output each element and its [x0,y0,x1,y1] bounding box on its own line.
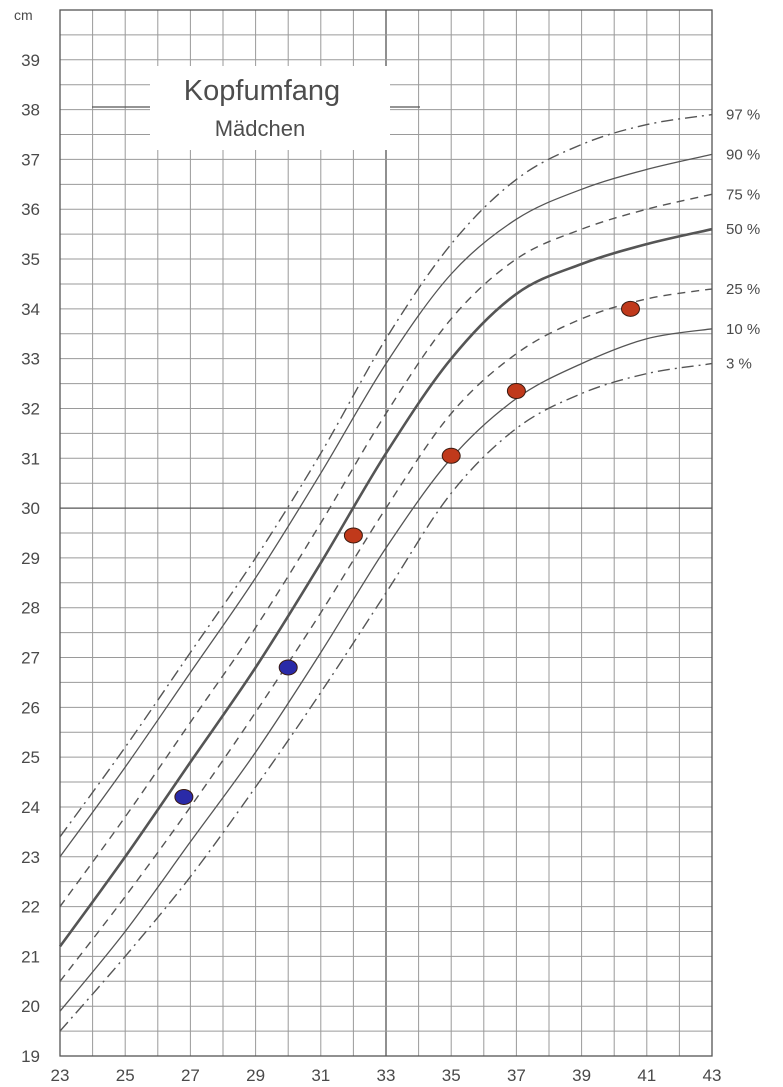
x-tick-label: 33 [377,1066,396,1085]
y-tick-label: 32 [21,399,40,418]
percentile-curve [59,193,713,908]
x-tick-label: 39 [572,1066,591,1085]
y-tick-label: 30 [21,499,40,518]
y-axis-unit: cm [14,7,33,23]
percentile-curve [59,153,713,858]
x-tick-label: 29 [246,1066,265,1085]
percentile-curves [58,113,713,1032]
x-tick-label: 35 [442,1066,461,1085]
y-tick-label: 27 [21,649,40,668]
percentile-curve [58,227,713,948]
y-tick-label: 21 [21,947,40,966]
x-tick-label: 31 [311,1066,330,1085]
measurement-points [174,300,640,805]
percentile-label: 50 % [726,221,760,238]
percentile-label: 10 % [726,321,760,338]
y-tick-label: 29 [21,549,40,568]
y-tick-label: 37 [21,150,40,169]
y-tick-label: 23 [21,848,40,867]
y-tick-label: 26 [21,698,40,717]
percentile-label: 25 % [726,281,760,298]
measurement-point [506,383,526,400]
percentile-curve [59,288,713,982]
percentile-label: 97 % [726,107,760,124]
chart-title: Kopfumfang [184,75,340,107]
percentile-labels: 97 % 90 % 75 % 50 % 25 % 10 % 3 % [726,107,760,373]
y-tick-label: 20 [21,997,40,1016]
x-tick-label: 27 [181,1066,200,1085]
percentile-label: 90 % [726,146,760,163]
y-tick-label: 35 [21,250,40,269]
measurement-point [174,788,194,805]
percentile-curve [59,328,713,1012]
measurement-point [343,527,363,544]
x-tick-label: 41 [637,1066,656,1085]
percentile-label: 75 % [726,186,760,203]
measurement-point [278,659,298,676]
x-tick-label: 37 [507,1066,526,1085]
percentile-label: 3 % [726,356,752,373]
y-tick-label: 28 [21,599,40,618]
y-tick-label: 25 [21,748,40,767]
y-tick-label: 39 [21,51,40,70]
x-tick-label: 23 [51,1066,70,1085]
y-tick-label: 19 [21,1047,40,1066]
axis-ticks: 23 25 27 29 31 33 35 37 39 41 43 19 20 21 22 23 24 25 26 27… [21,51,721,1085]
measurement-point [621,300,640,317]
y-tick-label: 22 [21,898,40,917]
percentile-curve [59,113,713,838]
y-tick-label: 36 [21,200,40,219]
chart-subtitle: Mädchen [215,116,306,141]
y-tick-label: 31 [21,449,40,468]
y-tick-label: 34 [21,300,40,319]
plot-frame [59,9,713,1057]
x-tick-label: 43 [703,1066,722,1085]
y-tick-label: 33 [21,350,40,369]
y-tick-label: 24 [21,798,40,817]
y-tick-label: 38 [21,101,40,120]
title-box [150,66,390,150]
x-tick-label: 25 [116,1066,135,1085]
chart-grid [59,9,713,1057]
measurement-point [441,447,461,464]
